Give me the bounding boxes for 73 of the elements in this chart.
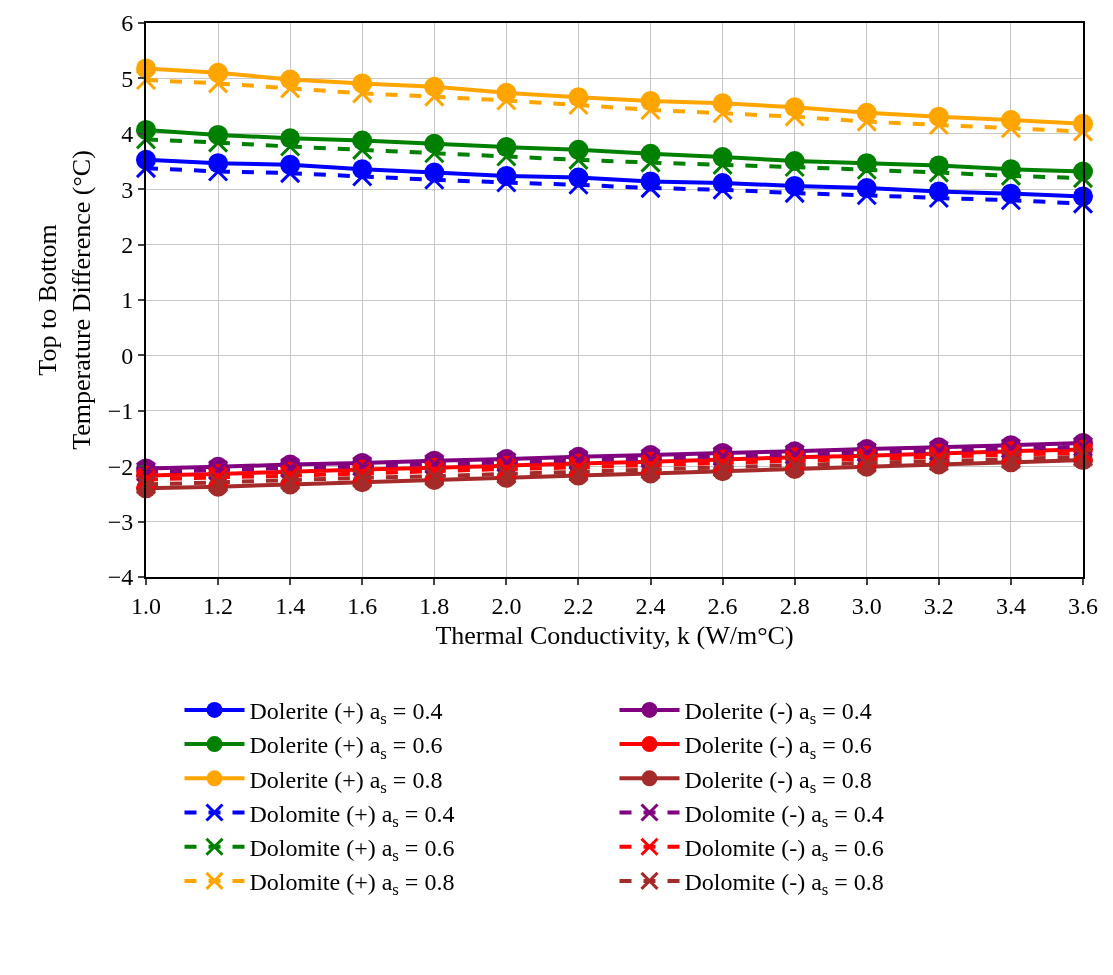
- legend-label: Dolerite (+) a$_{s}$ = 0.8: [249, 766, 443, 797]
- x-tick-label: 3.0: [851, 592, 882, 619]
- x-tick-label: 3.6: [1068, 592, 1098, 619]
- legend-label: Dolomite (-) a$_{s}$ = 0.4: [684, 800, 884, 831]
- point: [135, 69, 157, 91]
- legend-label: Dolerite (-) a$_{s}$ = 0.6: [684, 732, 872, 763]
- x-tick-label: 1.4: [275, 592, 306, 619]
- y-tick-label: 0: [121, 342, 134, 369]
- y-tick-label: 4: [121, 121, 134, 148]
- x-tick-label: 3.2: [923, 592, 954, 619]
- point: [1000, 165, 1022, 187]
- legend-label: Dolomite (+) a$_{s}$ = 0.4: [249, 800, 455, 831]
- point: [279, 77, 301, 99]
- point: [1072, 193, 1094, 215]
- point: [640, 177, 662, 199]
- x-axis-title: Thermal Conductivity, k (W/m°C): [435, 621, 794, 650]
- legend-label: Dolomite (-) a$_{s}$ = 0.8: [684, 869, 884, 900]
- legend-label: Dolomite (+) a$_{s}$ = 0.6: [249, 835, 455, 866]
- legend-label: Dolomite (-) a$_{s}$ = 0.6: [684, 835, 884, 866]
- point: [640, 152, 662, 174]
- point: [567, 149, 589, 171]
- y-tick-label: 2: [121, 232, 134, 258]
- point: [712, 102, 734, 124]
- point: [784, 182, 806, 204]
- x-tick-label: 2.6: [707, 592, 738, 619]
- point: [351, 467, 373, 489]
- x-tick-label: 1.0: [131, 592, 161, 619]
- point: [495, 146, 517, 168]
- point: [351, 139, 373, 161]
- x-tick-label: 2.0: [491, 592, 522, 619]
- point: [207, 72, 229, 94]
- point: [135, 473, 157, 495]
- x-tick-label: 2.8: [779, 592, 810, 619]
- legend-label: Dolerite (+) a$_{s}$ = 0.4: [249, 698, 443, 729]
- point: [1000, 189, 1022, 211]
- x-tick-label: 2.2: [563, 592, 594, 619]
- y-tick-label: 6: [121, 10, 134, 37]
- point: [423, 465, 445, 487]
- y-tick-label: −1: [107, 398, 134, 425]
- legend-label: Dolerite (-) a$_{s}$ = 0.4: [684, 698, 872, 729]
- point: [351, 82, 373, 104]
- point: [495, 172, 517, 194]
- x-tick-label: 2.4: [635, 592, 666, 619]
- point: [423, 86, 445, 108]
- legend-label: Dolerite (+) a$_{s}$ = 0.6: [249, 732, 443, 763]
- point: [1072, 121, 1094, 143]
- y-tick-label: −2: [107, 453, 134, 480]
- y-tick-label: 5: [121, 65, 134, 92]
- y-axis-title: Top to Bottom Temperature Difference (°C): [32, 150, 96, 450]
- y-tick-label: 3: [121, 176, 134, 203]
- x-tick-label: 1.8: [419, 592, 450, 619]
- point: [856, 159, 878, 181]
- point: [423, 142, 445, 164]
- point: [135, 157, 157, 179]
- x-tick-label: 3.4: [995, 592, 1026, 619]
- point: [856, 184, 878, 206]
- x-tick-label: 1.2: [203, 592, 234, 619]
- point: [712, 179, 734, 201]
- point: [640, 99, 662, 121]
- point: [784, 156, 806, 178]
- y-tick-label: −4: [107, 564, 134, 591]
- y-tick-label: 1: [121, 287, 134, 314]
- point: [351, 165, 373, 187]
- point: [207, 471, 229, 493]
- point: [856, 111, 878, 133]
- legend-label: Dolerite (-) a$_{s}$ = 0.8: [684, 766, 872, 797]
- point: [135, 128, 157, 150]
- legend-label: Dolomite (+) a$_{s}$ = 0.8: [249, 869, 455, 900]
- x-tick-label: 1.6: [347, 592, 378, 619]
- point: [1072, 167, 1094, 189]
- point: [784, 106, 806, 128]
- y-tick-label: −3: [107, 509, 134, 535]
- point: [928, 187, 950, 209]
